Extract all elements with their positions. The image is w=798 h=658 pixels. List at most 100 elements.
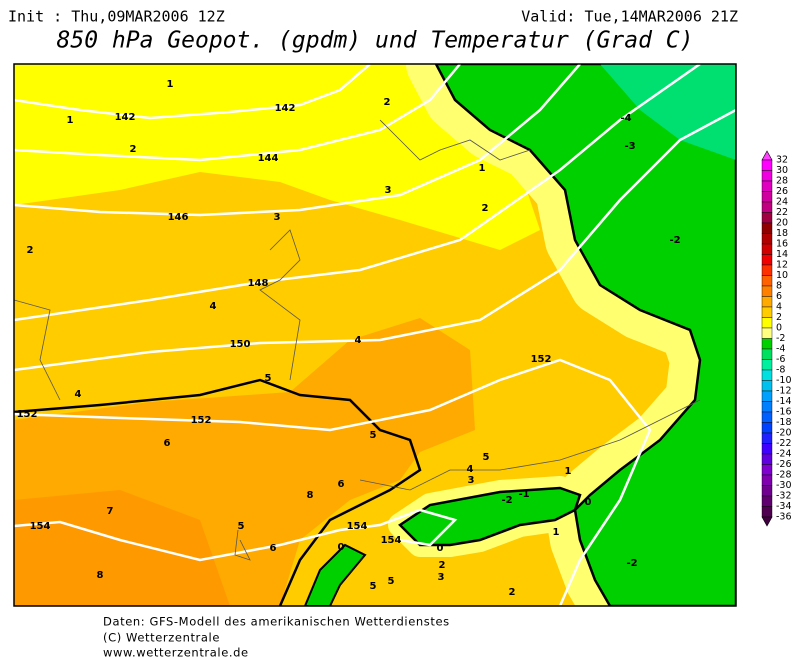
cold-area bbox=[303, 64, 736, 606]
colorbar-label: 22 bbox=[776, 207, 788, 218]
cold-core bbox=[600, 64, 736, 160]
contour-label: 6 bbox=[338, 479, 345, 490]
contour-label: 2 bbox=[509, 587, 516, 598]
colorbar-label: 0 bbox=[776, 323, 782, 334]
contour-label: 142 bbox=[115, 112, 136, 123]
colorbar: 32302826242220181614121086420-2-4-6-8-10… bbox=[761, 150, 792, 527]
colorbar-band bbox=[761, 359, 773, 371]
colorbar-band bbox=[761, 506, 773, 518]
footer-copyright: (C) Wetterzentrale bbox=[103, 631, 220, 645]
below-zero-area bbox=[434, 64, 736, 606]
colorbar-label: 2 bbox=[776, 312, 782, 323]
contour-label: 5 bbox=[370, 430, 377, 441]
contour-label: 1 bbox=[565, 466, 572, 477]
contour-label: 2 bbox=[482, 203, 489, 214]
footer-source: Daten: GFS-Modell des amerikanischen Wet… bbox=[103, 615, 450, 629]
contour-label: -2 bbox=[501, 495, 512, 506]
contour-label: 8 bbox=[307, 490, 314, 501]
contour-label: 6 bbox=[270, 543, 277, 554]
colorbar-band bbox=[761, 327, 773, 339]
contour-label: 148 bbox=[248, 278, 269, 289]
colorbar-band bbox=[761, 485, 773, 497]
colorbar-band bbox=[761, 432, 773, 444]
contour-label: 154 bbox=[30, 521, 51, 532]
below-zero-area bbox=[303, 543, 367, 606]
contour-label: 154 bbox=[381, 535, 402, 546]
colorbar-label: -14 bbox=[776, 396, 792, 407]
colorbar-band bbox=[761, 369, 773, 381]
colorbar-band bbox=[761, 380, 773, 392]
contour-label: 4 bbox=[75, 389, 82, 400]
colorbar-band bbox=[761, 264, 773, 276]
footer-url: www.wetterzentrale.de bbox=[103, 646, 249, 658]
colorbar-tip bbox=[761, 516, 773, 527]
colorbar-label: 26 bbox=[776, 186, 788, 197]
colorbar-band bbox=[761, 453, 773, 465]
colorbar-band bbox=[761, 390, 773, 402]
warm-yellow-area bbox=[14, 64, 540, 250]
colorbar-label: -20 bbox=[776, 428, 792, 439]
colorbar-label: -32 bbox=[776, 491, 792, 502]
colorbar-label: 14 bbox=[776, 249, 788, 260]
contour-label: 0 bbox=[437, 543, 444, 554]
contour-label: 6 bbox=[164, 438, 171, 449]
contour-label: 2 bbox=[384, 97, 391, 108]
contour-label: 154 bbox=[347, 521, 368, 532]
colorbar-label: -2 bbox=[776, 333, 785, 344]
init-time: Init : Thu,09MAR2006 12Z bbox=[8, 8, 225, 26]
colorbar-band bbox=[761, 191, 773, 203]
colorbar-band bbox=[761, 495, 773, 507]
colorbar-band bbox=[761, 464, 773, 476]
dark-orange-area bbox=[14, 490, 230, 606]
colorbar-band bbox=[761, 275, 773, 287]
isohypses bbox=[14, 64, 736, 606]
contour-label: 2 bbox=[27, 245, 34, 256]
colorbar-band bbox=[761, 212, 773, 224]
colorbar-band bbox=[761, 338, 773, 350]
isotherm bbox=[14, 378, 422, 606]
colorbar-label: 20 bbox=[776, 218, 788, 229]
contour-label: 152 bbox=[531, 354, 552, 365]
contour-label: 142 bbox=[275, 103, 296, 114]
colorbar-label: -30 bbox=[776, 480, 792, 491]
colorbar-band bbox=[761, 401, 773, 413]
valid-time: Valid: Tue,14MAR2006 21Z bbox=[521, 8, 738, 26]
contour-label: 2 bbox=[439, 560, 446, 571]
colorbar-label: 32 bbox=[776, 155, 788, 166]
colorbar-band bbox=[761, 170, 773, 182]
contour-label: 0 bbox=[338, 542, 345, 553]
colorbar-label: 30 bbox=[776, 165, 788, 176]
colorbar-band bbox=[761, 233, 773, 245]
colorbar-band bbox=[761, 317, 773, 329]
contour-label: 4 bbox=[210, 301, 217, 312]
colorbar-label: -22 bbox=[776, 438, 792, 449]
contour-label: 0 bbox=[585, 497, 592, 508]
contour-label: 5 bbox=[388, 576, 395, 587]
contour-label: -2 bbox=[626, 558, 637, 569]
colorbar-band bbox=[761, 285, 773, 297]
contour-label: 3 bbox=[468, 475, 475, 486]
contour-label: -3 bbox=[624, 141, 635, 152]
contour-label: 8 bbox=[97, 570, 104, 581]
contour-label: 5 bbox=[238, 521, 245, 532]
colorbar-band bbox=[761, 411, 773, 423]
contour-label: 3 bbox=[385, 185, 392, 196]
colorbar-label: 28 bbox=[776, 176, 788, 187]
colorbar-label: 24 bbox=[776, 197, 788, 208]
colorbar-label: -34 bbox=[776, 501, 792, 512]
colorbar-band bbox=[761, 474, 773, 486]
contour-label: 146 bbox=[168, 212, 189, 223]
colorbar-band bbox=[761, 306, 773, 318]
colorbar-label: -18 bbox=[776, 417, 792, 428]
colorbar-label: 12 bbox=[776, 260, 788, 271]
colorbar-label: 8 bbox=[776, 281, 782, 292]
colorbar-band bbox=[761, 222, 773, 234]
colorbar-label: -6 bbox=[776, 354, 785, 365]
contour-label: 1 bbox=[67, 115, 74, 126]
contour-label: 3 bbox=[274, 212, 281, 223]
contour-label: 4 bbox=[355, 335, 362, 346]
colorbar-band bbox=[761, 348, 773, 360]
